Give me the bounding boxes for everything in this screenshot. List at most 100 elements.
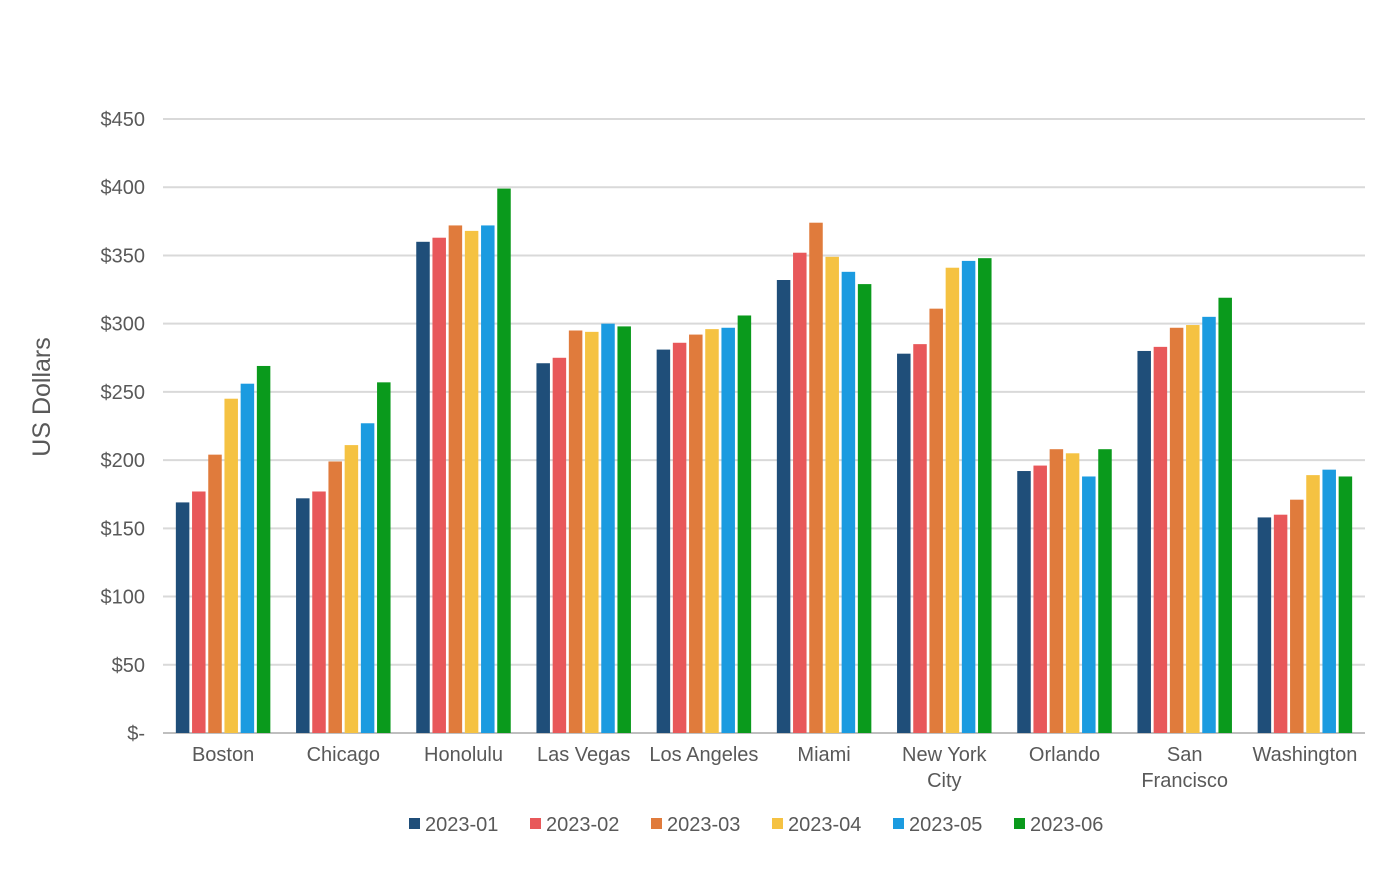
x-category-label-8: San Francisco	[1141, 744, 1228, 792]
x-category-label-line: Boston	[192, 744, 254, 766]
bar-washington-2023-02	[1273, 514, 1288, 733]
bar-las-vegas-2023-02	[552, 357, 567, 733]
bar-boston-2023-05	[240, 383, 255, 733]
legend-label-2023-03: 2023-03	[667, 814, 740, 836]
bar-chicago-2023-04	[344, 445, 359, 733]
bar-san-francisco-2023-03	[1169, 327, 1184, 733]
x-category-label-1: Chicago	[307, 744, 380, 766]
legend-swatch-2023-06	[1014, 818, 1025, 829]
x-axis-categories: Boston Chicago Honolulu Las Vegas Los Angele…	[192, 744, 1357, 792]
bar-honolulu-2023-06	[497, 188, 511, 734]
bar-honolulu-2023-02	[432, 237, 446, 733]
bar-boston-2023-04	[224, 398, 238, 733]
x-category-label-line: Orlando	[1029, 744, 1100, 766]
bar-los-angeles-2023-03	[689, 334, 703, 733]
bar-los-angeles-2023-05	[721, 327, 735, 733]
x-category-label-line: Los Angeles	[649, 744, 758, 766]
bar-honolulu-2023-05	[481, 225, 495, 733]
bar-las-vegas-2023-05	[601, 323, 615, 733]
x-category-label-line: Las Vegas	[537, 744, 630, 766]
bar-honolulu-2023-04	[464, 230, 479, 733]
bars	[175, 188, 1353, 734]
bar-orlando-2023-03	[1049, 449, 1064, 733]
legend-swatch-2023-04	[772, 818, 783, 829]
y-tick-label-2: $100	[101, 587, 146, 609]
bar-orlando-2023-06	[1098, 449, 1112, 733]
bar-los-angeles-2023-02	[672, 342, 687, 733]
bar-san-francisco-2023-06	[1218, 297, 1232, 733]
x-category-label-3: Las Vegas	[537, 744, 630, 766]
bar-orlando-2023-01	[1017, 471, 1031, 733]
y-tick-label-0: $-	[127, 723, 145, 745]
bar-boston-2023-06	[256, 365, 271, 733]
y-tick-label-9: $450	[101, 109, 146, 131]
x-category-label-line: Miami	[797, 744, 850, 766]
bar-washington-2023-05	[1322, 469, 1336, 733]
bar-new-york-city-2023-04	[945, 267, 960, 733]
x-category-label-2: Honolulu	[424, 744, 503, 766]
bar-new-york-city-2023-03	[929, 308, 943, 733]
bar-miami-2023-05	[841, 271, 856, 733]
x-category-label-line: City	[927, 770, 961, 792]
bar-las-vegas-2023-06	[617, 326, 631, 733]
legend-label-2023-01: 2023-01	[425, 814, 498, 836]
legend-label-2023-02: 2023-02	[546, 814, 619, 836]
bar-san-francisco-2023-01	[1137, 350, 1151, 733]
bar-miami-2023-03	[809, 222, 823, 733]
y-tick-label-6: $300	[101, 314, 146, 336]
bar-new-york-city-2023-06	[978, 258, 992, 733]
y-axis-title: US Dollars	[28, 337, 56, 456]
bar-miami-2023-01	[776, 280, 791, 733]
x-category-label-0: Boston	[192, 744, 254, 766]
bar-san-francisco-2023-04	[1186, 325, 1200, 733]
legend: 2023-01 2023-02 2023-03 2023-04 2023-05 2023-…	[409, 814, 1103, 836]
y-tick-label-4: $200	[101, 450, 146, 472]
bar-los-angeles-2023-06	[737, 315, 752, 733]
y-tick-label-7: $350	[101, 245, 146, 267]
bar-new-york-city-2023-05	[961, 260, 976, 733]
y-tick-label-8: $400	[101, 177, 146, 199]
x-category-label-7: Orlando	[1029, 744, 1100, 766]
y-tick-label-3: $150	[101, 518, 146, 540]
bar-san-francisco-2023-05	[1202, 316, 1216, 733]
bar-chicago-2023-02	[312, 491, 326, 733]
bar-washington-2023-03	[1290, 499, 1304, 733]
bar-orlando-2023-04	[1065, 453, 1080, 733]
bar-new-york-city-2023-01	[897, 353, 911, 733]
y-tick-label-5: $250	[101, 382, 146, 404]
x-category-label-line: Honolulu	[424, 744, 503, 766]
bar-miami-2023-06	[857, 284, 872, 733]
bar-washington-2023-01	[1257, 517, 1272, 733]
legend-label-2023-06: 2023-06	[1030, 814, 1103, 836]
bar-new-york-city-2023-02	[913, 344, 927, 733]
bar-chicago-2023-03	[328, 461, 342, 733]
bar-chicago-2023-05	[360, 423, 375, 733]
x-category-label-line: New York	[902, 744, 987, 766]
legend-swatch-2023-02	[530, 818, 541, 829]
x-category-label-line: San	[1167, 744, 1203, 766]
bar-los-angeles-2023-04	[705, 329, 719, 733]
y-axis-ticks: $- $50 $100 $150 $200 $250 $300 $350 $400 $450	[101, 109, 146, 745]
bar-boston-2023-03	[208, 454, 222, 733]
bar-orlando-2023-02	[1033, 465, 1047, 733]
legend-swatch-2023-05	[893, 818, 904, 829]
x-category-label-line: Chicago	[307, 744, 380, 766]
bar-honolulu-2023-01	[416, 241, 430, 734]
bar-washington-2023-04	[1306, 475, 1320, 733]
bar-las-vegas-2023-04	[585, 331, 599, 733]
bar-miami-2023-02	[793, 252, 807, 733]
x-category-label-4: Los Angeles	[649, 744, 758, 766]
gridlines	[163, 118, 1365, 734]
bar-las-vegas-2023-01	[536, 363, 550, 733]
y-tick-label-1: $50	[112, 655, 145, 677]
x-category-label-6: New York City	[902, 744, 987, 792]
legend-label-2023-04: 2023-04	[788, 814, 861, 836]
bar-los-angeles-2023-01	[656, 349, 671, 733]
x-category-label-5: Miami	[797, 744, 850, 766]
bar-chicago-2023-01	[296, 498, 310, 733]
legend-swatch-2023-03	[651, 818, 662, 829]
bar-boston-2023-02	[192, 491, 206, 733]
x-category-label-9: Washington	[1252, 744, 1357, 766]
bar-honolulu-2023-03	[448, 225, 463, 733]
